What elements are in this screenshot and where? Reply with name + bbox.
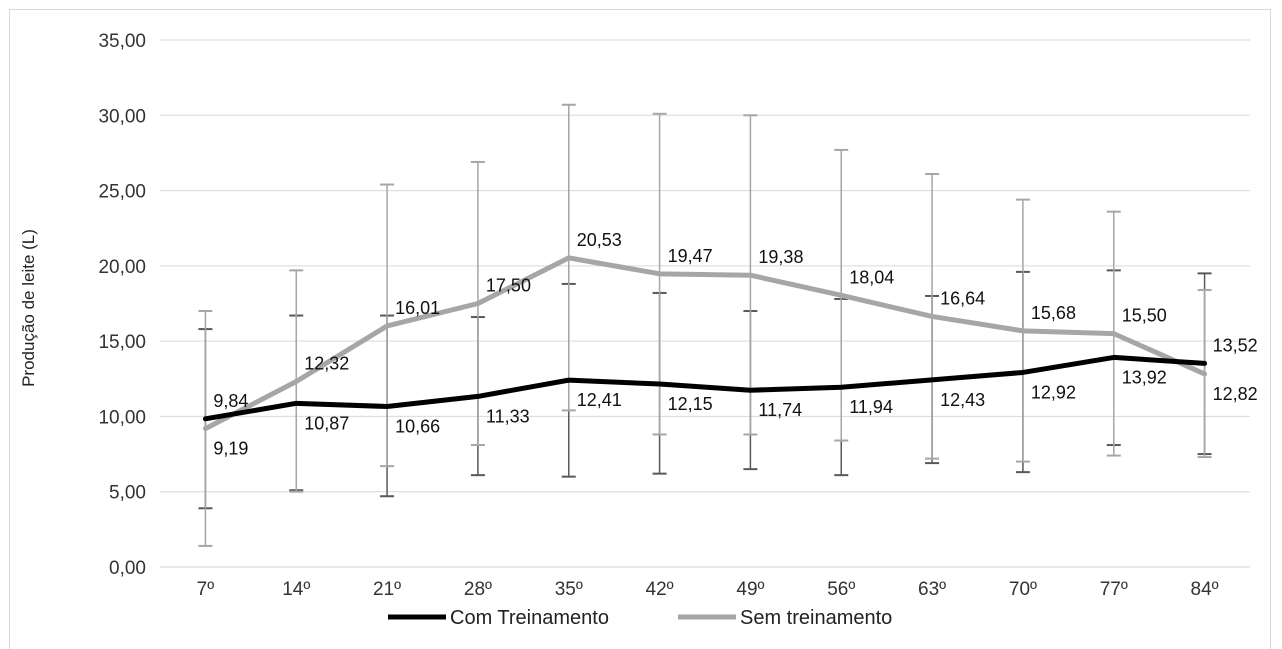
x-tick-label: 14º [282, 579, 310, 600]
data-label: 12,15 [668, 394, 713, 414]
data-label: 10,87 [304, 413, 349, 433]
legend: Com Treinamento Sem treinamento [388, 607, 892, 629]
x-tick-label: 21º [373, 579, 401, 600]
data-label: 11,94 [849, 397, 893, 417]
data-label: 12,82 [1213, 384, 1258, 404]
y-axis-ticks: 0,00 5,00 10,00 15,00 20,00 25,00 30,00 35,00 [98, 31, 146, 579]
y-tick-label: 0,00 [109, 558, 146, 579]
x-tick-label: 70º [1009, 579, 1037, 600]
data-label: 20,53 [577, 230, 622, 250]
data-label: 12,43 [940, 390, 985, 410]
y-tick-label: 15,00 [98, 332, 146, 353]
chart-frame [9, 9, 1271, 649]
x-tick-label: 63º [918, 579, 946, 600]
data-label: 9,19 [213, 439, 248, 459]
x-tick-label: 28º [464, 579, 492, 600]
gridlines [160, 39, 1250, 568]
legend-label-sem-treinamento: Sem treinamento [740, 607, 892, 629]
data-label: 13,52 [1213, 335, 1258, 355]
x-tick-label: 77º [1100, 579, 1128, 600]
data-label: 15,68 [1031, 303, 1076, 323]
data-label: 11,74 [758, 400, 802, 420]
data-label: 16,64 [940, 288, 985, 308]
x-tick-label: 56º [827, 579, 855, 600]
data-label: 12,41 [577, 390, 622, 410]
data-label: 18,04 [849, 267, 894, 287]
series-lines [202, 255, 1208, 432]
data-label: 12,32 [304, 353, 349, 373]
data-label: 19,38 [758, 247, 803, 267]
y-tick-label: 10,00 [98, 407, 146, 428]
x-tick-label: 35º [555, 579, 583, 600]
data-label: 13,92 [1122, 367, 1167, 387]
data-label: 17,50 [486, 276, 531, 296]
x-tick-label: 42º [646, 579, 674, 600]
y-tick-label: 5,00 [109, 483, 146, 504]
error-bars [198, 103, 1212, 547]
data-label: 11,33 [486, 406, 530, 426]
data-label: 19,47 [668, 246, 713, 266]
data-label: 12,92 [1031, 382, 1076, 402]
data-label: 15,50 [1122, 306, 1167, 326]
x-tick-label: 7º [197, 579, 215, 600]
y-tick-label: 25,00 [98, 182, 146, 203]
y-axis-label: Produção de leite (L) [19, 229, 38, 387]
y-tick-label: 20,00 [98, 257, 146, 278]
data-labels: 9,84 10,87 10,66 11,33 12,41 12,15 11,74 11,94 1… [213, 230, 1257, 459]
data-label: 10,66 [395, 416, 440, 436]
x-tick-label: 84º [1191, 579, 1219, 600]
y-tick-label: 35,00 [98, 31, 146, 52]
x-axis-ticks: 7º 14º 21º 28º 35º 42º 49º 56º 63º 70º 77º 84º [197, 579, 1219, 600]
legend-label-com-treinamento: Com Treinamento [450, 607, 609, 629]
series-line-com-treinamento [202, 354, 1208, 422]
y-tick-label: 30,00 [98, 106, 146, 127]
data-label: 9,84 [213, 391, 248, 411]
data-label: 16,01 [395, 298, 440, 318]
x-tick-label: 49º [736, 579, 764, 600]
series-line-sem-treinamento [202, 255, 1208, 432]
